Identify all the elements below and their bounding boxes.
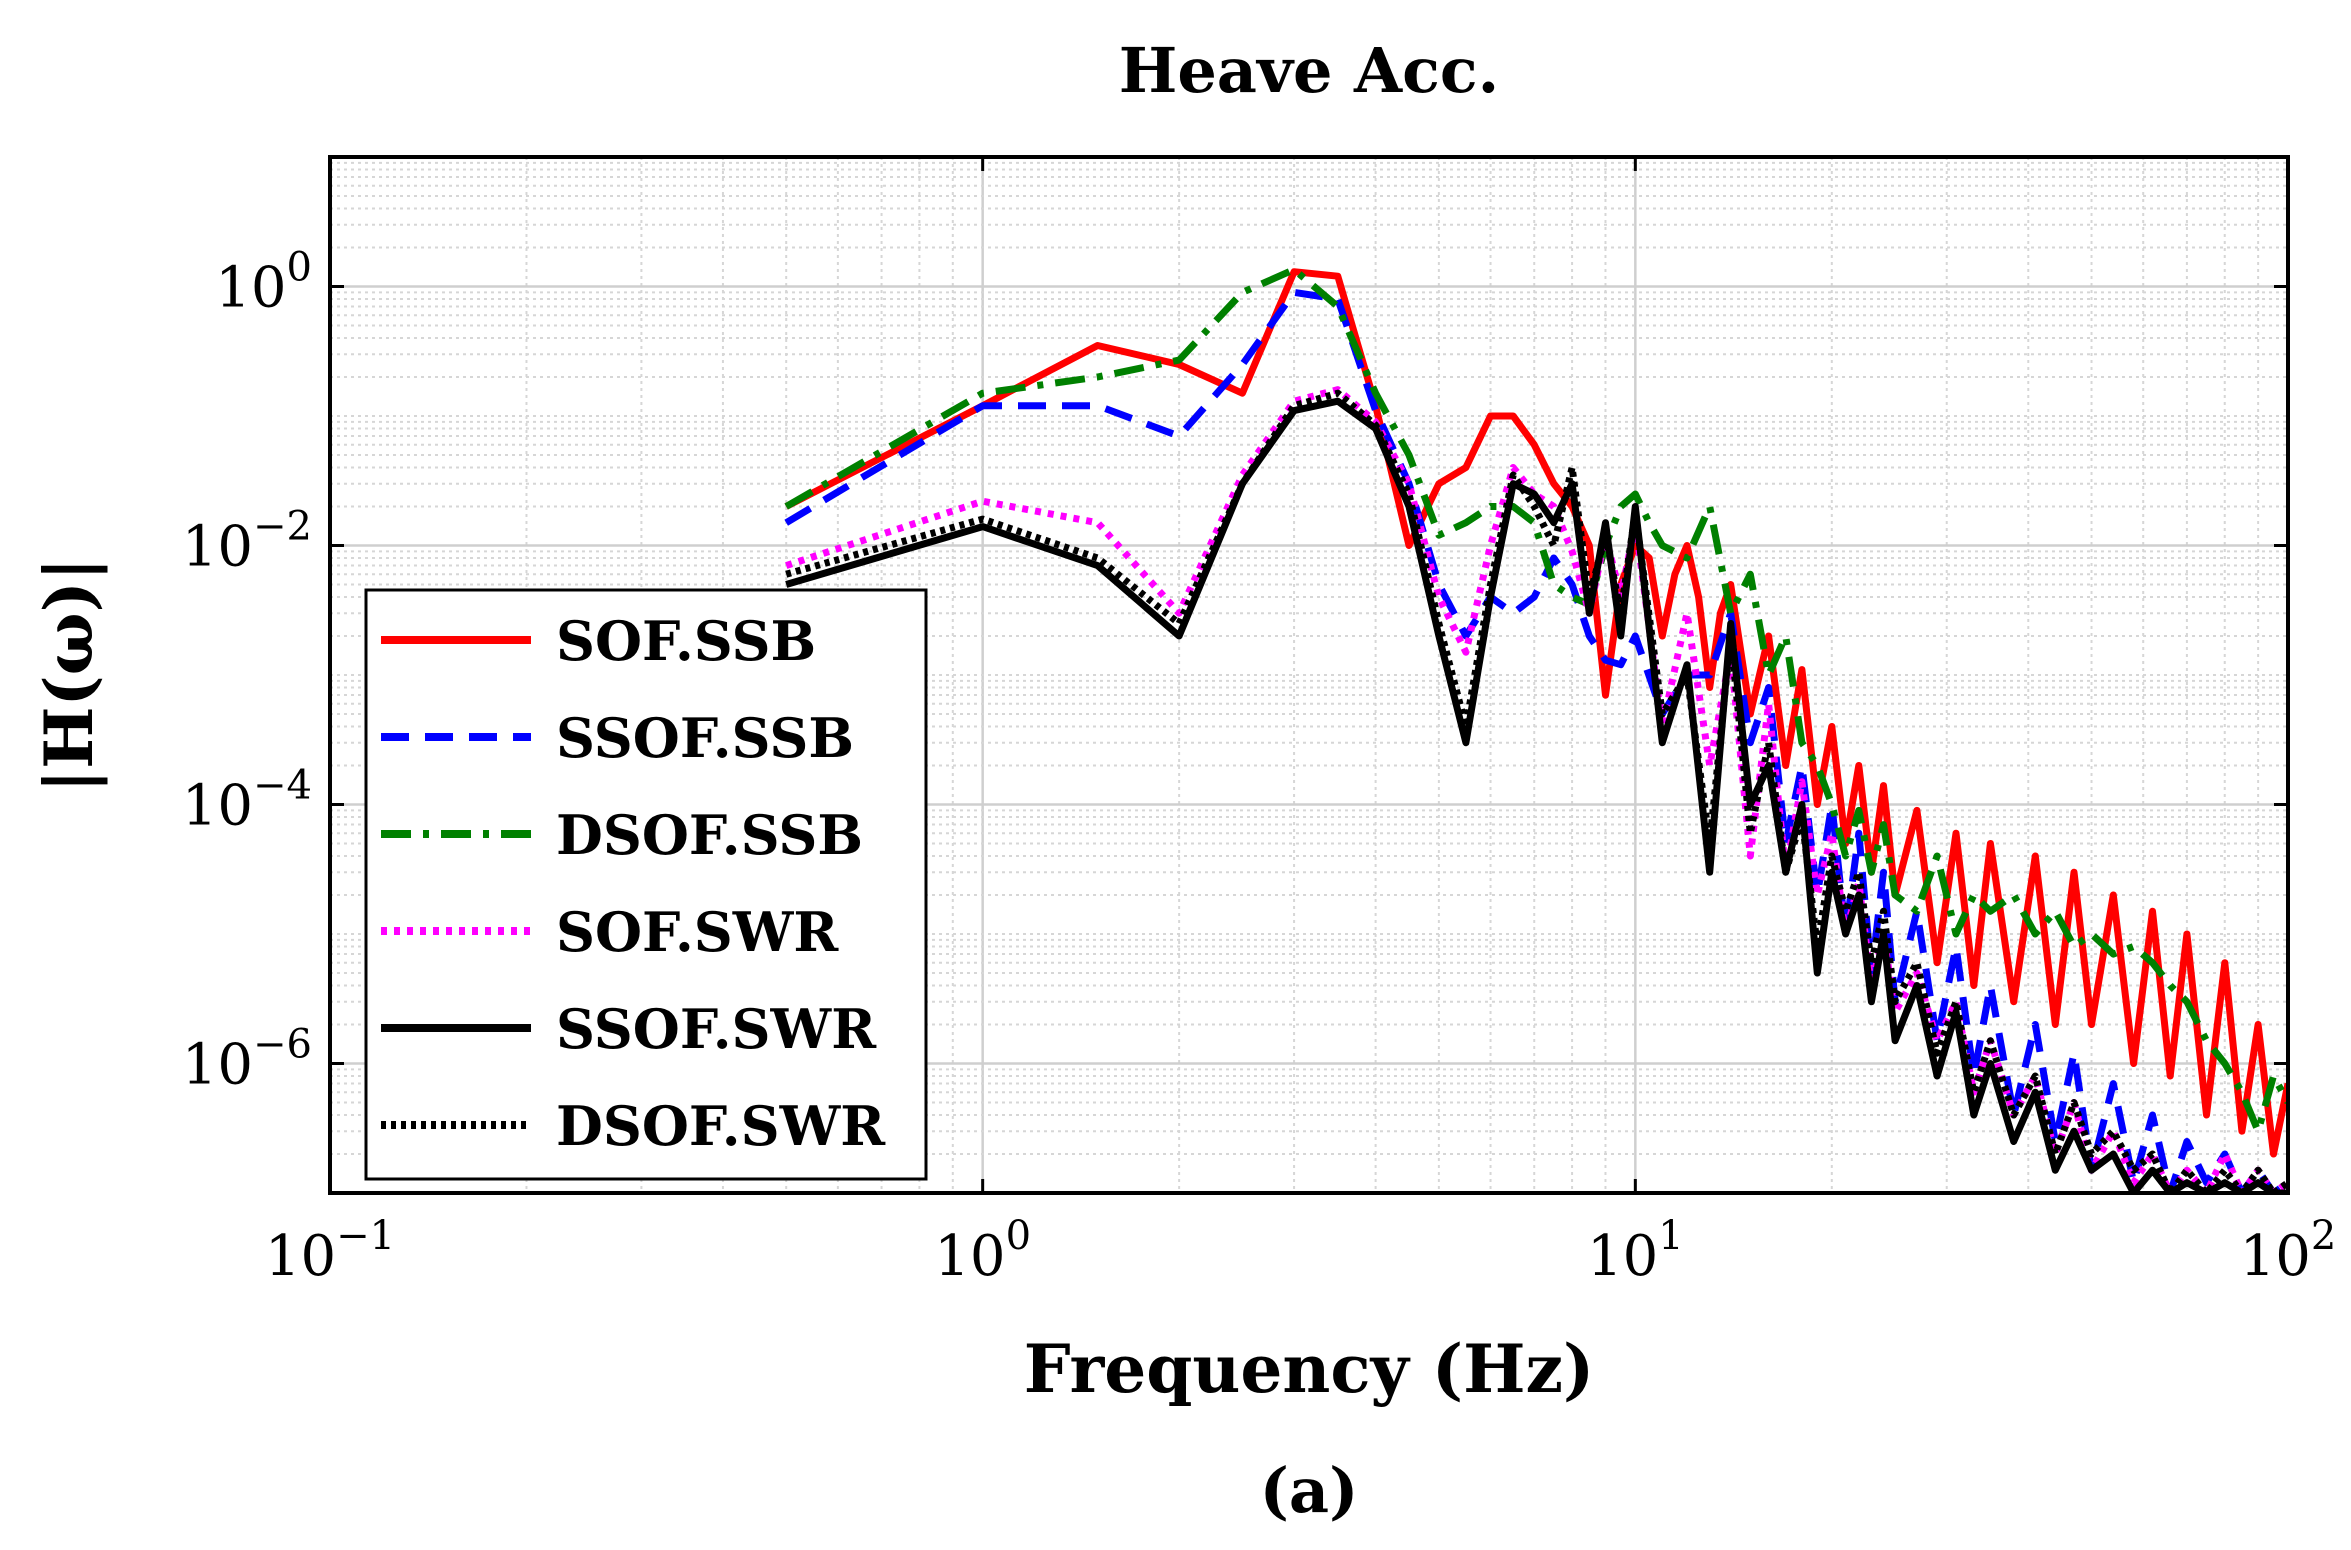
- series-line-sof-swr: [785, 386, 2288, 1193]
- legend-label: DSOF.SWR: [556, 1094, 886, 1158]
- legend: SOF.SSB SSOF.SSB DSOF.SSB SOF.SWR SSOF.SWR DS…: [364, 588, 928, 1181]
- series-line-sof-ssb: [784, 268, 2288, 1158]
- series-line-dsof-swr: [785, 389, 2288, 1193]
- y-tick-label: 10−2: [182, 504, 312, 580]
- legend-label: SSOF.SSB: [556, 706, 854, 770]
- x-tick-label: 100: [934, 1213, 1031, 1289]
- legend-label: SOF.SWR: [556, 900, 839, 964]
- x-tick-label: 10−1: [265, 1213, 395, 1289]
- legend-label: SOF.SSB: [556, 609, 816, 673]
- x-tick-label: 102: [2240, 1213, 2337, 1289]
- x-axis-label: Frequency (Hz): [1024, 1330, 1594, 1408]
- y-tick-label: 10−4: [182, 763, 312, 839]
- y-axis-label: |H(ω)|: [30, 557, 108, 793]
- series-group: [784, 266, 2288, 1193]
- y-tick-label: 100: [215, 245, 312, 321]
- figure-caption: (a): [1260, 1454, 1359, 1527]
- y-tick-label: 10−6: [182, 1022, 312, 1098]
- legend-box: [364, 588, 928, 1181]
- x-tick-label: 101: [1587, 1213, 1684, 1289]
- plot-frame: [328, 155, 2290, 1195]
- series-line-dsof-ssb: [784, 266, 2288, 1135]
- legend-label: DSOF.SSB: [556, 803, 863, 867]
- tick-labels: 10−1 100 101 102 100 10−2 10−4 10−6: [182, 157, 2337, 1289]
- legend-label: SSOF.SWR: [556, 997, 877, 1061]
- chart-title: Heave Acc.: [1119, 34, 1499, 107]
